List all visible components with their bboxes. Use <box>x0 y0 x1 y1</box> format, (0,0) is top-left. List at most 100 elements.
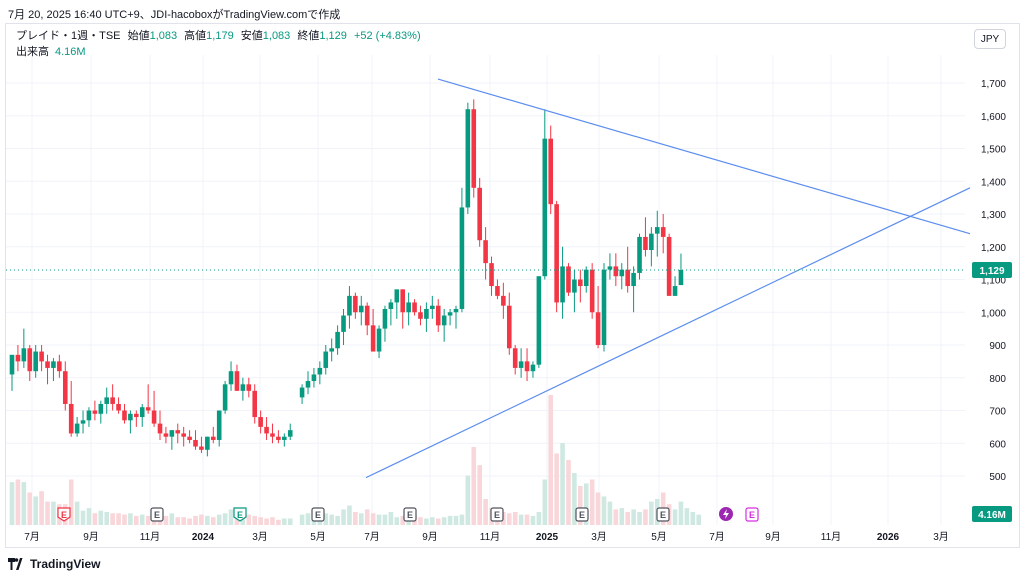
candle-body <box>666 236 672 296</box>
candle-body <box>637 236 642 273</box>
volume-bar <box>388 512 394 525</box>
candle-body <box>80 420 86 424</box>
volume-bar <box>424 518 429 525</box>
candle-body <box>193 439 198 447</box>
candle-body <box>329 348 334 352</box>
candle-body <box>39 351 44 362</box>
volume-bar <box>376 514 382 525</box>
volume-bar <box>128 513 133 525</box>
volume-bar <box>216 514 222 525</box>
candle-body <box>199 446 204 450</box>
upper-trendline <box>437 78 971 235</box>
volume-bar <box>329 514 334 525</box>
volume-bar <box>341 509 346 525</box>
volume-bar <box>441 517 447 525</box>
candle-body <box>607 266 613 270</box>
x-tick-label: 3月 <box>933 531 949 543</box>
candle-body <box>489 263 494 287</box>
candle-body <box>583 269 589 287</box>
candle-body <box>418 312 423 319</box>
volume-bar <box>601 496 607 525</box>
volume-bar <box>672 509 678 525</box>
volume-bar <box>270 517 275 525</box>
last-price-label: 1,129 <box>979 266 1004 277</box>
earnings-marker-label: E <box>494 510 500 520</box>
y-tick-label: 1,200 <box>981 243 1006 254</box>
volume-bar <box>264 518 269 525</box>
candle-body <box>264 426 269 434</box>
volume-bar <box>643 509 648 525</box>
volume-bar <box>299 514 305 525</box>
currency-button[interactable]: JPY <box>974 29 1006 49</box>
candle-body <box>613 266 619 277</box>
candle-body <box>104 397 110 404</box>
candle-body <box>548 138 554 205</box>
candle-body <box>116 403 121 411</box>
chart-grid <box>6 55 965 525</box>
close-label: 終値 <box>297 30 320 42</box>
volume-bar <box>276 519 281 525</box>
candle-body <box>506 305 512 349</box>
open-value: 1,083 <box>149 30 178 42</box>
volume-value: 4.16M <box>55 46 86 58</box>
volume-bar <box>589 479 595 525</box>
candle-body <box>122 410 127 421</box>
y-tick-label: 800 <box>989 374 1006 385</box>
candle-body <box>578 279 583 287</box>
earnings-marker-label: E <box>315 510 321 520</box>
candle-body <box>459 207 465 309</box>
candle-body <box>483 240 488 264</box>
candle-body <box>335 331 340 349</box>
candle-body <box>45 361 50 368</box>
volume-bar <box>305 513 311 525</box>
lower-trendline <box>365 187 971 479</box>
candle-body <box>86 410 92 421</box>
candle-body <box>27 348 33 372</box>
volume-bar <box>86 508 92 525</box>
x-tick-label: 7月 <box>709 531 725 543</box>
volume-bar <box>631 509 636 525</box>
candle-body <box>625 269 630 287</box>
volume-bar <box>530 515 536 525</box>
volume-bar <box>15 479 21 525</box>
volume-bar <box>222 513 228 525</box>
candle-body <box>276 436 281 440</box>
candle-body <box>501 295 506 306</box>
volume-bar <box>447 515 453 525</box>
candle-body <box>560 266 565 303</box>
footer-brand[interactable]: TradingView <box>8 557 100 571</box>
candle-body <box>210 436 216 440</box>
symbol-label[interactable]: プレイド・1週・TSE <box>16 30 121 42</box>
volume-bar <box>116 513 121 525</box>
earnings-marker-label: E <box>407 510 413 520</box>
earnings-marker-label: E <box>154 510 160 520</box>
volume-bar <box>51 501 56 525</box>
volume-bar <box>163 515 169 525</box>
y-tick-label: 1,400 <box>981 177 1006 188</box>
last-volume-label: 4.16M <box>978 510 1006 521</box>
volume-bar <box>566 460 571 525</box>
candle-body <box>678 270 684 286</box>
candle-body <box>252 390 258 418</box>
candle-body <box>566 266 571 293</box>
candle-body <box>92 410 98 414</box>
candle-body <box>134 413 139 418</box>
volume-bar <box>684 508 690 525</box>
candle-body <box>518 361 524 368</box>
volume-bar <box>370 513 376 525</box>
volume-bar <box>459 514 465 525</box>
y-tick-label: 1,100 <box>981 276 1006 287</box>
earnings-marker <box>311 507 325 522</box>
volume-bar <box>483 499 488 525</box>
candle-body <box>205 436 210 450</box>
low-label: 安値 <box>240 30 263 42</box>
earnings-marker <box>656 507 670 522</box>
candle-body <box>542 138 548 277</box>
x-tick-label: 2024 <box>192 532 215 543</box>
candle-body <box>68 403 74 434</box>
candle-body <box>228 371 234 385</box>
candle-body <box>175 430 181 434</box>
candle-body <box>74 423 80 434</box>
